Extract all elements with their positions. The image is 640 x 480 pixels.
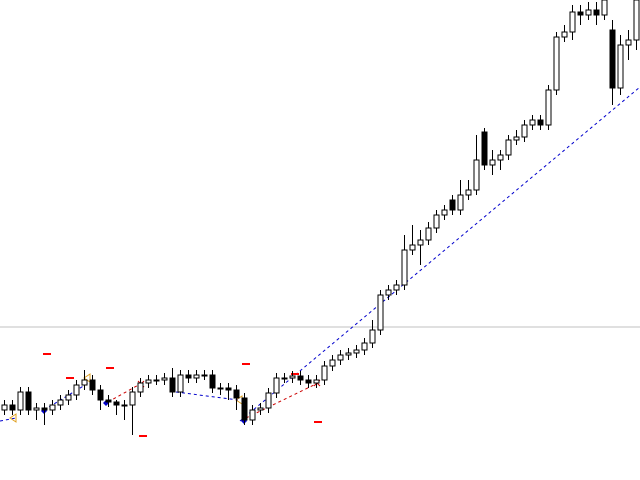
candle-body — [537, 119, 544, 126]
candle-body — [593, 9, 600, 16]
candle-body — [105, 399, 112, 403]
candle-body — [17, 391, 24, 411]
candle-body — [329, 359, 336, 367]
candle-body — [185, 374, 192, 379]
candle-body — [449, 199, 456, 211]
candle-body — [521, 124, 528, 138]
candle-body — [369, 329, 376, 344]
candle-body — [345, 352, 352, 356]
trend-line — [245, 382, 319, 419]
candle-body — [553, 36, 560, 91]
candle-body — [529, 119, 536, 126]
candle-body — [233, 389, 240, 399]
candle-body — [65, 394, 72, 401]
candle-body — [625, 39, 632, 46]
candle-body — [57, 399, 64, 406]
candle-body — [161, 377, 168, 381]
candle-body — [41, 407, 48, 411]
candle-body — [137, 382, 144, 393]
arrow — [9, 413, 17, 423]
candle-body — [321, 365, 328, 381]
signal-markers — [9, 353, 322, 437]
trend-line — [175, 391, 239, 401]
candle-body — [257, 407, 264, 411]
candle-body — [585, 9, 592, 16]
candle-body — [33, 407, 40, 411]
candle-body — [209, 374, 216, 389]
candle-body — [113, 401, 120, 406]
trend-line — [0, 417, 17, 422]
candle-body — [73, 384, 80, 396]
candle-body — [217, 387, 224, 390]
candle-body — [609, 29, 616, 89]
candle-body — [425, 227, 432, 241]
candle-body — [1, 404, 8, 411]
candle-body — [473, 159, 480, 191]
candle-body — [433, 214, 440, 229]
candle-body — [145, 379, 152, 384]
candle-body — [633, 0, 640, 41]
candle-body — [169, 377, 176, 393]
candle-body — [401, 249, 408, 286]
candle-body — [545, 89, 552, 126]
candle-body — [49, 404, 56, 411]
candle-body — [313, 379, 320, 384]
candle-body — [577, 11, 584, 16]
candle-body — [89, 379, 96, 391]
candle-body — [305, 379, 312, 384]
candle-body — [25, 391, 32, 411]
candle-body — [97, 389, 104, 401]
trend-lines — [0, 86, 640, 422]
candle-body — [377, 294, 384, 331]
candle-body — [297, 375, 304, 381]
candle-body — [249, 409, 256, 421]
candle-body — [601, 0, 608, 16]
candle-body — [569, 11, 576, 33]
candle-body — [617, 44, 624, 89]
candle-body — [225, 387, 232, 391]
candle-body — [265, 392, 272, 409]
candle-body — [561, 31, 568, 38]
candle-body — [489, 159, 496, 166]
candle-body — [441, 209, 448, 216]
candle-body — [153, 379, 160, 382]
candle-body — [81, 379, 88, 386]
trend-line — [239, 86, 640, 422]
candle-body — [505, 139, 512, 156]
candle-body — [353, 349, 360, 354]
candle-body — [9, 404, 16, 411]
candle-body — [465, 189, 472, 196]
candle-body — [385, 289, 392, 296]
trend-line — [107, 382, 143, 403]
candle-body — [177, 374, 184, 393]
candle-body — [361, 342, 368, 351]
candle-body — [193, 374, 200, 379]
candle-body — [513, 136, 520, 141]
candle-body — [201, 374, 208, 377]
candle-body — [417, 239, 424, 246]
candle-body — [129, 391, 136, 406]
candle-body — [409, 244, 416, 251]
candle-body — [121, 404, 128, 407]
candle-body — [393, 284, 400, 291]
candle-body — [241, 397, 248, 421]
candle-body — [273, 377, 280, 394]
candle-body — [337, 354, 344, 361]
candle-body — [497, 154, 504, 161]
candle-body — [281, 377, 288, 380]
candle-body — [481, 131, 488, 166]
candle-body — [457, 194, 464, 211]
candle-body — [289, 375, 296, 379]
